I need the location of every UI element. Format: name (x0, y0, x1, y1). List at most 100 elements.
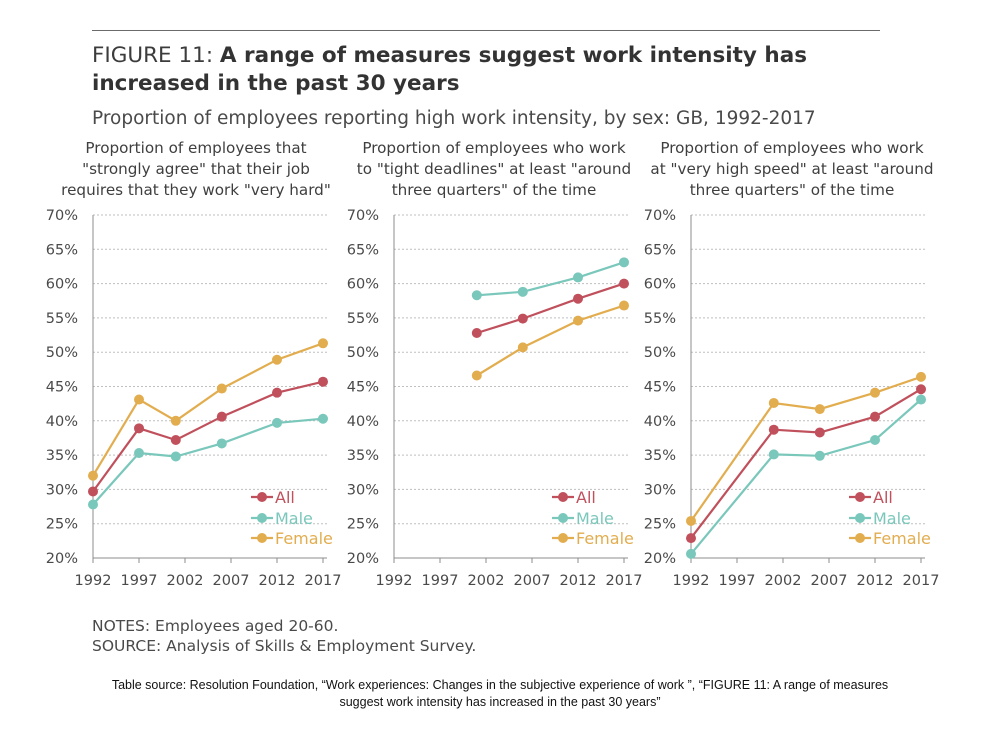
data-point-female (814, 404, 825, 415)
data-point-all (216, 411, 227, 422)
panel-2-title-line: three quarters" of the time (391, 181, 597, 199)
figure-subtitle: Proportion of employees reporting high w… (92, 108, 816, 129)
data-point-male (768, 449, 779, 460)
y-tick-label: 65% (347, 242, 379, 258)
y-tick-label: 60% (644, 277, 676, 293)
legend-label-male: Male (576, 509, 614, 528)
data-point-male (870, 435, 880, 446)
data-point-male (916, 394, 926, 405)
panel-1-title: Proportion of employees that "strongly a… (46, 138, 346, 201)
data-point-female (170, 415, 181, 426)
figure-title: FIGURE 11: A range of measures suggest w… (92, 42, 912, 98)
data-point-all (272, 387, 282, 398)
panel-1-title-line: Proportion of employees that (85, 139, 307, 157)
data-point-male (170, 451, 181, 462)
y-tick-label: 55% (46, 311, 78, 327)
y-tick-label: 65% (46, 242, 78, 258)
x-tick-label: 2002 (765, 573, 802, 589)
y-tick-label: 35% (347, 448, 379, 464)
x-tick-label: 2007 (514, 573, 551, 589)
legend-marker-male (558, 513, 568, 523)
x-tick-label: 2002 (468, 573, 505, 589)
y-tick-label: 35% (46, 448, 78, 464)
data-point-all (870, 411, 880, 422)
data-point-female (573, 315, 583, 326)
y-tick-label: 55% (347, 311, 379, 327)
data-point-all (916, 384, 926, 395)
series-line-female (92, 342, 324, 477)
panel-3-title-line: at "very high speed" at least "around (650, 160, 934, 178)
x-tick-label: 2017 (903, 573, 940, 589)
data-point-all (619, 278, 629, 289)
data-point-male (272, 417, 282, 428)
legend-marker-all (257, 492, 267, 502)
figure-headline: A range of measures suggest work intensi… (92, 43, 808, 96)
x-tick-label: 2017 (606, 573, 643, 589)
data-point-male (318, 413, 328, 424)
legend-label-all: All (873, 488, 893, 507)
y-tick-label: 50% (46, 345, 78, 361)
legend-label-female: Female (576, 529, 634, 548)
x-tick-label: 2012 (560, 573, 597, 589)
data-point-female (768, 397, 779, 408)
y-tick-label: 35% (644, 448, 676, 464)
y-tick-label: 30% (644, 482, 676, 498)
x-tick-label: 2002 (167, 573, 204, 589)
y-tick-label: 50% (644, 345, 676, 361)
data-point-female (686, 515, 696, 526)
data-point-all (134, 423, 144, 434)
data-point-all (471, 327, 482, 338)
legend-label-male: Male (873, 509, 911, 528)
legend-marker-male (257, 513, 267, 523)
data-point-female (870, 387, 880, 398)
x-tick-label: 1992 (75, 573, 112, 589)
y-tick-label: 25% (644, 517, 676, 533)
y-tick-label: 20% (46, 551, 78, 567)
data-point-female (916, 371, 926, 382)
x-tick-label: 1997 (422, 573, 459, 589)
y-tick-label: 25% (46, 517, 78, 533)
panel-3-title-line: Proportion of employees who work (660, 139, 924, 157)
data-point-all (318, 376, 328, 387)
legend-label-female: Female (275, 529, 333, 548)
y-tick-label: 70% (644, 208, 676, 224)
x-tick-label: 1992 (673, 573, 710, 589)
series-line-male (476, 261, 625, 297)
series-line-all (92, 380, 324, 493)
x-tick-label: 2007 (811, 573, 848, 589)
data-point-all (573, 293, 583, 304)
charts-canvas: 70% 65% 60% 55% 50% 45% 40% 35% 30% 25% 20% 1992 199… (46, 208, 940, 589)
legend-marker-female (558, 533, 568, 543)
x-tick-label: 2007 (213, 573, 250, 589)
data-point-female (272, 354, 282, 365)
legend-marker-all (558, 492, 568, 502)
legend-label-all: All (576, 488, 596, 507)
x-tick-label: 2012 (259, 573, 296, 589)
legend-label-all: All (275, 488, 295, 507)
notes-line: NOTES: Employees aged 20-60. (92, 617, 339, 635)
panel-3-title-line: three quarters" of the time (689, 181, 895, 199)
legend-marker-all (855, 492, 865, 502)
y-tick-label: 40% (644, 414, 676, 430)
data-point-all (686, 533, 696, 544)
series-line-all (476, 282, 625, 335)
data-point-all (88, 486, 98, 497)
notes-block: NOTES: Employees aged 20-60. SOURCE: Ana… (92, 616, 476, 656)
data-point-male (814, 450, 825, 461)
data-point-female (216, 383, 227, 394)
data-point-all (814, 427, 825, 438)
top-rule (92, 30, 880, 31)
data-point-male (619, 257, 629, 268)
data-point-female (134, 394, 144, 405)
data-point-female (619, 300, 629, 311)
data-point-female (471, 370, 482, 381)
y-tick-label: 70% (347, 208, 379, 224)
y-tick-label: 40% (347, 414, 379, 430)
panel-2-title: Proportion of employees who work to "tig… (344, 138, 644, 201)
y-tick-label: 45% (347, 380, 379, 396)
data-point-all (517, 313, 528, 324)
y-tick-label: 20% (644, 551, 676, 567)
x-tick-label: 1992 (376, 573, 413, 589)
y-tick-label: 60% (347, 277, 379, 293)
y-tick-label: 40% (46, 414, 78, 430)
